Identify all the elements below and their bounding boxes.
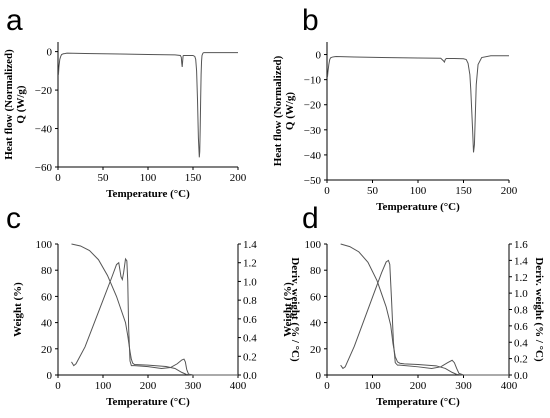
y-tick-label: −20 (304, 100, 322, 112)
y2-tick-label: 0.4 (243, 333, 257, 345)
x-tick-label: 400 (230, 380, 247, 392)
y2-tick-label: 0.8 (514, 305, 528, 317)
y-tick-label: −30 (304, 125, 322, 137)
panel-letter-d: d (302, 202, 319, 235)
x-tick-label: 200 (501, 185, 518, 197)
y2-tick-label: 0.0 (514, 370, 528, 382)
y-tick-label: −20 (35, 85, 53, 97)
y-tick-label: −60 (35, 162, 53, 174)
x-axis-title: Temperature (°C) (106, 188, 190, 200)
x-tick-label: 200 (140, 380, 157, 392)
x-tick-label: 200 (230, 172, 247, 184)
x-tick-label: 150 (185, 172, 202, 184)
x-tick-label: 400 (501, 380, 518, 392)
y-tick-label: −50 (304, 175, 322, 187)
y-tick-label: 60 (310, 291, 322, 303)
heat-flow-curve (326, 55, 509, 153)
x-axis-title: Temperature (°C) (376, 201, 460, 213)
x-tick-label: 0 (55, 172, 61, 184)
y-tick-label: 0 (47, 370, 53, 382)
y-tick-label: −10 (304, 75, 322, 87)
y2-tick-label: 1.2 (243, 258, 257, 270)
y-axis-title: Weight (%) (282, 282, 294, 337)
derivative-weight-curve (340, 259, 509, 376)
y2-tick-label: 1.4 (514, 255, 528, 267)
y2-axis-title: Deriv. weight (% / °C) (289, 257, 301, 362)
chart-panel-a: a 0 50 100 150 200 0 −20 −40 −60 Temperature (°C) H… (3, 4, 247, 200)
y-axis-title: Weight (%) (12, 282, 24, 337)
heat-flow-curve (57, 52, 238, 158)
y-axis-title: Heat flow (Normalized) (3, 49, 15, 160)
y2-tick-label: 1.6 (514, 239, 528, 251)
y-axis-title: Q (W/g) (284, 92, 296, 131)
y-tick-label: −40 (35, 124, 53, 136)
y2-tick-label: 1.2 (514, 272, 528, 284)
y2-tick-label: 0.6 (243, 314, 257, 326)
x-tick-label: 100 (95, 380, 112, 392)
chart-panel-c: c 0 100 200 300 400 0 20 40 60 80 100 0.0 0.2 0.4 0.6 0.… (6, 202, 301, 408)
weight-curve (71, 243, 238, 376)
y-tick-label: 40 (41, 318, 53, 330)
y-axis-title: Q (W/g) (15, 85, 27, 124)
y2-tick-label: 0.4 (514, 337, 528, 349)
weight-curve (340, 243, 509, 376)
y2-tick-label: 0.0 (243, 370, 257, 382)
y2-tick-label: 0.2 (514, 354, 528, 366)
x-tick-label: 100 (140, 172, 157, 184)
panel-letter-c: c (6, 202, 21, 235)
x-tick-label: 50 (367, 185, 379, 197)
y-tick-label: −40 (304, 150, 322, 162)
x-tick-label: 100 (364, 380, 381, 392)
y-tick-label: 0 (316, 370, 322, 382)
y-tick-label: 0 (316, 50, 322, 62)
panel-letter-a: a (6, 4, 23, 37)
y-tick-label: 60 (41, 291, 53, 303)
x-tick-label: 200 (410, 380, 427, 392)
x-axis-title: Temperature (°C) (376, 396, 460, 408)
y-tick-label: 40 (310, 318, 322, 330)
y2-tick-label: 1.0 (243, 276, 257, 288)
x-tick-label: 100 (410, 185, 427, 197)
y-tick-label: 100 (36, 239, 53, 251)
derivative-weight-curve (71, 257, 238, 376)
y2-tick-label: 0.2 (243, 351, 257, 363)
y-tick-label: 0 (47, 47, 53, 59)
x-tick-label: 50 (98, 172, 110, 184)
x-tick-label: 300 (185, 380, 202, 392)
y2-tick-label: 0.8 (243, 295, 257, 307)
x-tick-label: 0 (55, 380, 61, 392)
y-axis-title: Heat flow (Normalized) (272, 55, 284, 166)
y2-axis-title: Deriv. weight (% / °C) (533, 257, 545, 362)
y2-tick-label: 1.4 (243, 239, 257, 251)
y-tick-label: 20 (41, 344, 53, 356)
x-tick-label: 0 (324, 380, 330, 392)
x-tick-label: 150 (455, 185, 472, 197)
y-tick-label: 80 (310, 265, 322, 277)
y2-tick-label: 0.6 (514, 321, 528, 333)
chart-panel-d: d 0 100 200 300 400 0 20 40 60 80 100 0.0 0.2 0.4 0.6 0.… (282, 202, 545, 408)
chart-panel-b: b 0 50 100 150 200 0 −10 −20 −30 −40 −50 Temperature… (272, 4, 518, 213)
y-tick-label: 80 (41, 265, 53, 277)
y2-tick-label: 1.0 (514, 288, 528, 300)
x-tick-label: 0 (324, 185, 330, 197)
x-tick-label: 300 (455, 380, 472, 392)
x-axis-title: Temperature (°C) (106, 396, 190, 408)
panel-letter-b: b (302, 4, 319, 37)
y-tick-label: 100 (305, 239, 322, 251)
y-tick-label: 20 (310, 344, 322, 356)
